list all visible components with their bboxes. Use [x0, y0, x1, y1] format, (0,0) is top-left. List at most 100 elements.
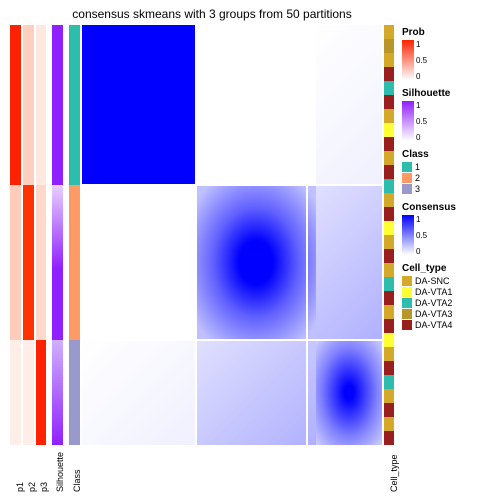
cell-type-cell — [384, 333, 394, 347]
legend-label: DA-SNC — [415, 276, 450, 286]
legend-tick: 0 — [416, 133, 420, 142]
legend-tick: 1 — [416, 215, 420, 224]
legend-label: DA-VTA1 — [415, 287, 452, 297]
cell-type-cell — [384, 151, 394, 165]
legend-item: 2 — [402, 173, 497, 183]
legend-tick: 0.5 — [416, 56, 427, 65]
cell-type-cell — [384, 263, 394, 277]
legend-label: DA-VTA4 — [415, 320, 452, 330]
anno-cell — [36, 340, 47, 445]
legend-title: Cell_type — [402, 263, 497, 274]
x-label: p1 — [15, 482, 25, 492]
legend-swatch — [402, 320, 412, 330]
anno-cell — [69, 25, 80, 185]
legend-class: Class 123 — [402, 149, 497, 194]
legend-label: 2 — [415, 173, 420, 183]
heatmap-block — [316, 185, 382, 340]
legend-item: 1 — [402, 162, 497, 172]
cell-type-cell — [384, 39, 394, 53]
legend-title: Silhouette — [402, 88, 497, 99]
anno-col-p3 — [36, 25, 47, 445]
x-label: Class — [72, 469, 82, 492]
x-label: Silhouette — [55, 452, 65, 492]
cell-type-cell — [384, 53, 394, 67]
anno-cell — [23, 185, 34, 340]
consensus-heatmap — [82, 25, 382, 445]
legend-tick: 0.5 — [416, 231, 427, 240]
anno-cell — [36, 25, 47, 185]
heatmap-block — [196, 25, 316, 185]
legend-tick: 0.5 — [416, 117, 427, 126]
anno-col-class — [69, 25, 80, 445]
anno-cell — [52, 25, 63, 185]
cell-type-cell — [384, 431, 394, 445]
plot-area: p1p2p3SilhouetteClassCell_type — [10, 25, 395, 475]
cell-type-cell — [384, 375, 394, 389]
cell-type-cell — [384, 165, 394, 179]
legend-label: DA-VTA2 — [415, 298, 452, 308]
legend-gradient — [402, 40, 414, 80]
legend-swatch — [402, 162, 412, 172]
cell-type-cell — [384, 67, 394, 81]
cell-type-cell — [384, 137, 394, 151]
anno-cell — [10, 340, 21, 445]
legend-silhouette: Silhouette10.50 — [402, 88, 497, 141]
legend-prob: Prob10.50 — [402, 27, 497, 80]
cell-type-cell — [384, 179, 394, 193]
legend-swatch — [402, 298, 412, 308]
cell-type-cell — [384, 221, 394, 235]
anno-col-p1 — [10, 25, 21, 445]
cell-type-cell — [384, 81, 394, 95]
legend-gradient — [402, 215, 414, 255]
cell-type-cell — [384, 123, 394, 137]
legend-title: Class — [402, 149, 497, 160]
cell-type-cell — [384, 25, 394, 39]
legend-swatch — [402, 276, 412, 286]
chart-title: consensus skmeans with 3 groups from 50 … — [5, 7, 419, 21]
cell-type-cell — [384, 417, 394, 431]
cell-type-cell — [384, 305, 394, 319]
legend-consensus: Consensus 1 0.5 0 — [402, 202, 497, 255]
legend-swatch — [402, 184, 412, 194]
legend-gradient — [402, 101, 414, 141]
legend-tick: 0 — [416, 247, 420, 256]
heatmap-block — [82, 25, 196, 185]
cell-type-cell — [384, 319, 394, 333]
legend-item: 3 — [402, 184, 497, 194]
heatmap-block — [82, 185, 196, 340]
heatmap-block — [196, 185, 316, 340]
anno-cell — [10, 185, 21, 340]
heatmap-block — [316, 25, 382, 185]
legend-title: Consensus — [402, 202, 497, 213]
legend-title: Prob — [402, 27, 497, 38]
chart-container: consensus skmeans with 3 groups from 50 … — [5, 5, 499, 499]
legend-item: DA-VTA3 — [402, 309, 497, 319]
anno-col-p2 — [23, 25, 34, 445]
cell-type-cell — [384, 361, 394, 375]
heatmap-block — [316, 340, 382, 445]
anno-cell — [52, 340, 63, 445]
anno-cell — [69, 185, 80, 340]
cell-type-cell — [384, 347, 394, 361]
anno-cell — [23, 25, 34, 185]
legend-label: DA-VTA3 — [415, 309, 452, 319]
cell-type-column — [384, 25, 394, 445]
anno-cell — [69, 340, 80, 445]
anno-cell — [52, 185, 63, 269]
cell-type-cell — [384, 235, 394, 249]
cell-type-cell — [384, 389, 394, 403]
x-axis-labels: p1p2p3SilhouetteClassCell_type — [10, 447, 395, 497]
cell-type-cell — [384, 109, 394, 123]
legend-item: DA-VTA4 — [402, 320, 497, 330]
cell-type-cell — [384, 277, 394, 291]
cell-type-cell — [384, 249, 394, 263]
anno-col-silhouette — [52, 25, 63, 445]
cell-type-cell — [384, 95, 394, 109]
legend-item: DA-VTA1 — [402, 287, 497, 297]
x-label: p3 — [39, 482, 49, 492]
annotation-columns — [10, 25, 80, 445]
cell-type-cell — [384, 207, 394, 221]
heatmap-block — [196, 340, 316, 445]
legend-label: 3 — [415, 184, 420, 194]
anno-cell — [23, 340, 34, 445]
